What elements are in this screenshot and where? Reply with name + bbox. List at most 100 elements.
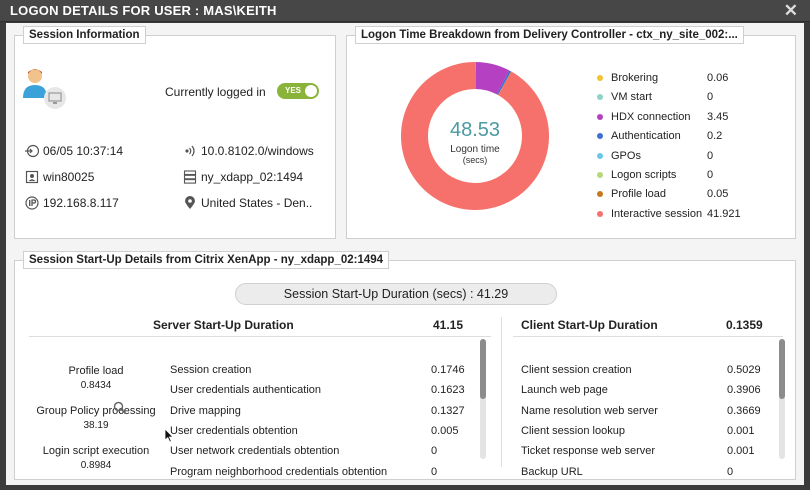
donut-slice[interactable] bbox=[475, 62, 476, 90]
ip-address-icon bbox=[25, 196, 39, 210]
title-bar: LOGON DETAILS FOR USER : MAS\KEITH ✕ bbox=[0, 0, 810, 22]
server-row-value: 0.1327 bbox=[431, 404, 465, 417]
logged-in-status-label: Currently logged in bbox=[165, 85, 266, 99]
donut-slice[interactable] bbox=[496, 70, 512, 95]
server-row-name: Program neighborhood credentials obtenti… bbox=[170, 465, 388, 478]
legend-item-name: HDX connection bbox=[611, 110, 691, 123]
client-ip-value: 192.168.8.117 bbox=[43, 196, 119, 210]
legend-item-name: VM start bbox=[611, 91, 652, 104]
startup-metric: Login script execution 0.8984 bbox=[31, 445, 161, 471]
toggle-label: YES bbox=[285, 86, 302, 95]
donut-total-label: Logon time bbox=[450, 144, 500, 155]
legend-dot bbox=[597, 152, 603, 159]
legend-item-value: 0.2 bbox=[707, 130, 723, 143]
server-row-name: User credentials obtention bbox=[170, 424, 298, 437]
startup-duration-label: Session Start-Up Duration (secs) : bbox=[283, 287, 474, 301]
legend-item-value: 0.05 bbox=[707, 188, 729, 201]
server-row-value: 0.005 bbox=[431, 424, 459, 437]
legend-dot bbox=[597, 191, 603, 198]
toggle-knob bbox=[305, 85, 317, 97]
client-row-value: 0.3906 bbox=[727, 384, 761, 397]
donut-slice[interactable] bbox=[475, 62, 510, 95]
client-row-name: Client session lookup bbox=[521, 424, 625, 437]
client-row-name: Name resolution web server bbox=[521, 404, 658, 417]
server-rack-icon bbox=[183, 170, 197, 184]
client-name-value: win80025 bbox=[43, 170, 95, 184]
donut-slice[interactable] bbox=[401, 62, 549, 210]
donut-total-value: 48.53 bbox=[450, 119, 500, 141]
legend-item-name: GPOs bbox=[611, 149, 641, 162]
wifi-signal-icon bbox=[185, 145, 195, 157]
legend-item-value: 41.921 bbox=[707, 207, 741, 220]
startup-metric: Group Policy processing 38.19 bbox=[31, 405, 161, 431]
server-row-value: 0 bbox=[431, 445, 438, 458]
logon-breakdown-panel: Logon Time Breakdown from Delivery Contr… bbox=[346, 26, 796, 239]
location-value: United States - Den.. bbox=[201, 196, 313, 210]
server-row-value: 0.1623 bbox=[431, 384, 465, 397]
donut-slice[interactable] bbox=[497, 71, 512, 96]
logon-time-donut-chart: 48.53 Logon time (secs) bbox=[401, 62, 549, 210]
client-list-scrollbar[interactable] bbox=[779, 339, 785, 459]
close-icon[interactable]: ✕ bbox=[783, 1, 798, 20]
id-card-icon bbox=[25, 170, 39, 184]
client-row-name: Launch web page bbox=[521, 384, 608, 397]
legend-item-value: 3.45 bbox=[707, 110, 729, 123]
server-scroll-thumb[interactable] bbox=[480, 339, 486, 399]
legend-item-name: Brokering bbox=[611, 72, 659, 84]
user-avatar-icon bbox=[23, 69, 66, 109]
map-pin-icon bbox=[185, 196, 195, 209]
magnifier-icon[interactable] bbox=[113, 401, 127, 415]
server-row-name: User network credentials obtention bbox=[170, 445, 340, 458]
legend-item-value: 0 bbox=[707, 149, 714, 162]
login-arrow-icon bbox=[25, 144, 39, 158]
session-startup-panel: Session Start-Up Details from Citrix Xen… bbox=[14, 251, 796, 480]
legend-dot bbox=[597, 75, 603, 81]
legend-dot bbox=[597, 133, 603, 140]
session-information-panel: Session Information Currently logged in … bbox=[14, 26, 336, 239]
client-row-name: Ticket response web server bbox=[521, 445, 656, 458]
client-row-value: 0.001 bbox=[727, 424, 755, 437]
startup-metric: Profile load 0.8434 bbox=[31, 365, 161, 391]
server-value: ny_xdapp_02:1494 bbox=[201, 170, 304, 184]
dialog-body: Session Information Currently logged in … bbox=[6, 23, 804, 485]
client-row-name: Backup URL bbox=[521, 465, 583, 478]
logged-in-toggle[interactable]: YES bbox=[277, 83, 319, 99]
legend-item-value: 0 bbox=[707, 169, 714, 181]
server-row-name: Drive mapping bbox=[170, 404, 241, 417]
client-row-value: 0.3669 bbox=[727, 404, 761, 417]
legend-dot bbox=[597, 94, 603, 101]
ip-endpoint-value: 10.0.8102.0/windows bbox=[201, 144, 314, 158]
server-header-divider bbox=[29, 336, 491, 337]
client-scroll-thumb[interactable] bbox=[779, 339, 785, 399]
column-divider bbox=[501, 317, 502, 467]
window-title: LOGON DETAILS FOR USER : MAS\KEITH bbox=[10, 3, 277, 18]
legend-item-name: Logon scripts bbox=[611, 169, 677, 181]
session-information-title: Session Information bbox=[23, 26, 146, 44]
session-startup-title: Session Start-Up Details from Citrix Xen… bbox=[23, 251, 390, 269]
client-header-divider bbox=[513, 336, 783, 337]
mouse-cursor-icon bbox=[164, 428, 174, 443]
legend-dot bbox=[597, 172, 603, 178]
legend-item-value: 0.06 bbox=[707, 72, 729, 84]
client-row-name: Client session creation bbox=[521, 364, 632, 376]
donut-total-unit: (secs) bbox=[463, 155, 488, 165]
legend-item-name: Interactive session bbox=[611, 207, 703, 220]
client-row-value: 0 bbox=[727, 465, 734, 478]
server-startup-heading: Server Start-Up Duration bbox=[153, 318, 294, 332]
legend-item-value: 0 bbox=[707, 91, 714, 104]
legend-item-name: Profile load bbox=[611, 188, 667, 201]
startup-metric-name: Group Policy processing bbox=[36, 405, 156, 417]
startup-duration-pill: Session Start-Up Duration (secs) : 41.29 bbox=[235, 283, 557, 305]
startup-metric-name: Login script execution bbox=[42, 445, 150, 457]
server-row-name: Session creation bbox=[170, 364, 252, 376]
startup-metric-name: Profile load bbox=[68, 365, 124, 377]
server-list-scrollbar[interactable] bbox=[480, 339, 486, 459]
startup-metric-value: 38.19 bbox=[83, 420, 109, 431]
legend-dot bbox=[597, 210, 603, 217]
logon-time-value: 06/05 10:37:14 bbox=[43, 144, 124, 158]
client-startup-heading: Client Start-Up Duration bbox=[521, 318, 658, 332]
legend-item-name: Authentication bbox=[611, 130, 681, 143]
server-row-value: 0.1746 bbox=[431, 364, 465, 376]
startup-metric-value: 0.8984 bbox=[80, 460, 112, 471]
server-row-value: 0 bbox=[431, 465, 438, 478]
